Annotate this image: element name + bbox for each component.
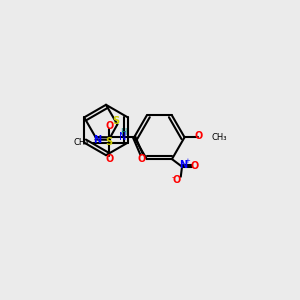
Text: N: N <box>94 135 102 145</box>
Text: S: S <box>112 116 119 126</box>
Text: O: O <box>172 175 181 185</box>
Text: O: O <box>190 161 199 171</box>
Text: O: O <box>106 121 114 131</box>
Text: O: O <box>106 154 114 164</box>
Text: S: S <box>105 136 112 147</box>
Text: H: H <box>120 128 127 137</box>
Text: N: N <box>118 132 126 142</box>
Text: CH₃: CH₃ <box>73 138 88 147</box>
Text: -: - <box>171 173 174 182</box>
Text: CH₃: CH₃ <box>212 133 227 142</box>
Text: O: O <box>194 131 202 141</box>
Text: N: N <box>179 160 187 170</box>
Text: +: + <box>184 158 190 164</box>
Text: O: O <box>137 154 146 164</box>
